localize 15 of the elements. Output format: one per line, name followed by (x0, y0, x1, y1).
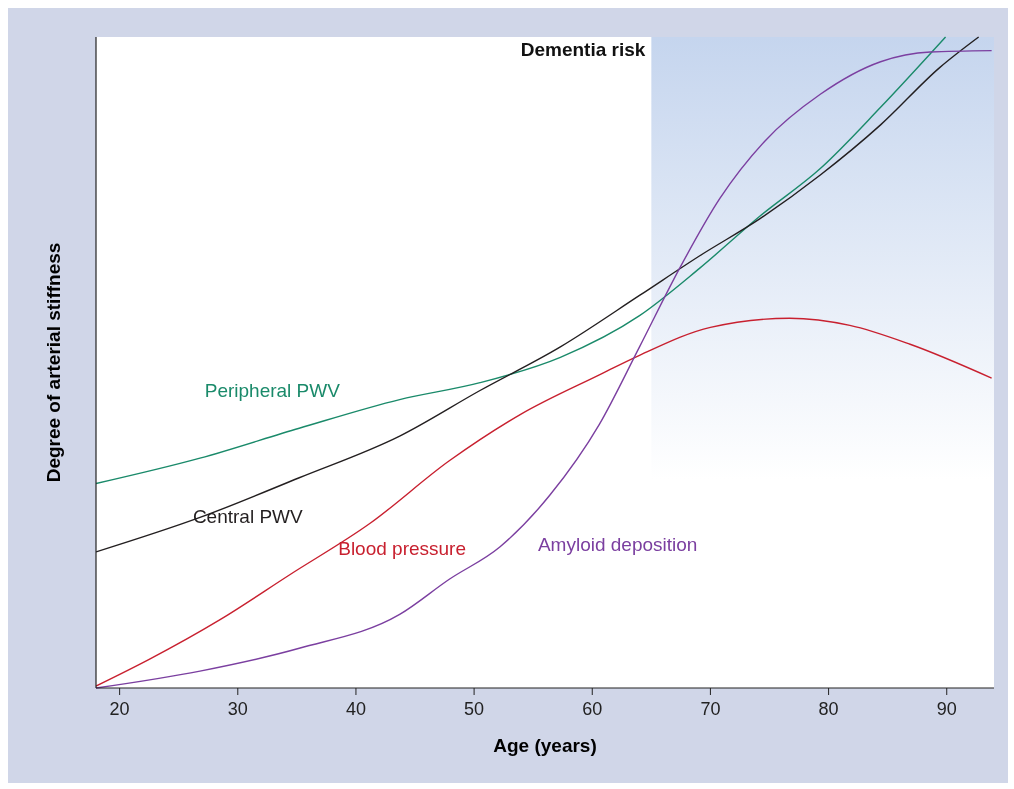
x-axis-title: Age (years) (493, 735, 597, 756)
x-tick-label: 50 (464, 699, 485, 719)
x-tick-label: 90 (936, 699, 957, 719)
series-label: Peripheral PWV (204, 380, 341, 401)
series-label: Amyloid deposition (537, 534, 698, 556)
x-tick-label: 70 (700, 699, 721, 719)
band-label: Dementia risk (520, 39, 646, 60)
x-tick-label: 60 (582, 699, 603, 719)
x-tick-label: 20 (109, 699, 130, 719)
y-axis-title: Degree of arterial stiffness (43, 242, 64, 483)
x-tick-label: 40 (345, 699, 366, 719)
series-label: Central PWV (192, 506, 304, 528)
series-label: Blood pressure (338, 537, 467, 559)
x-tick-label: 30 (227, 699, 248, 719)
x-tick-label: 80 (818, 699, 839, 719)
